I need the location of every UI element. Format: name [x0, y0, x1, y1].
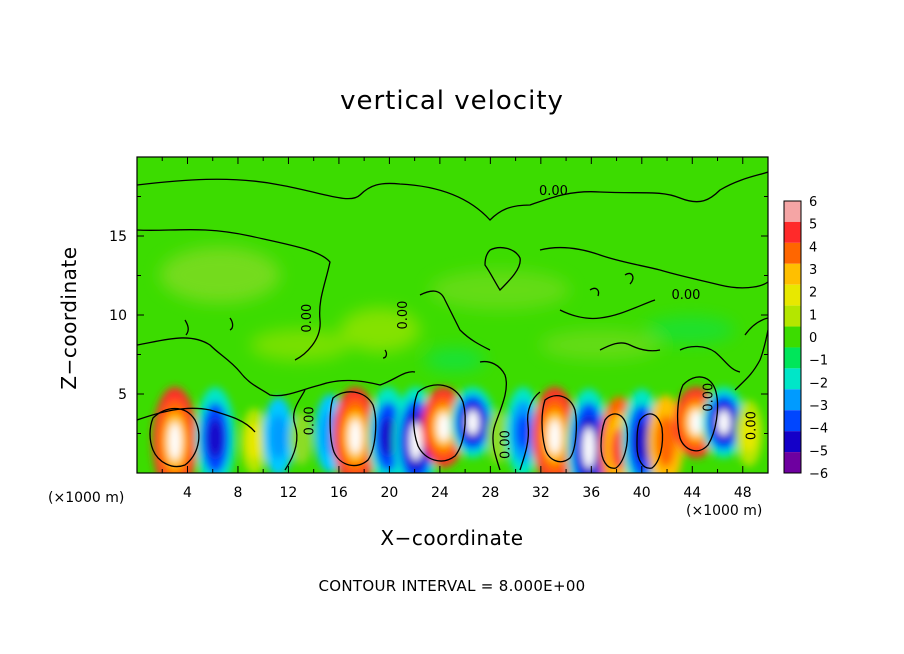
colorbar-swatch [784, 263, 801, 285]
velocity-cell-ring [168, 422, 182, 461]
colorbar-swatch [784, 201, 801, 222]
velocity-cell-ring [207, 418, 224, 459]
contour-label: 0.00 [303, 406, 318, 435]
velocity-cell-ring [269, 414, 288, 459]
velocity-cell-ring [437, 413, 450, 442]
colorbar-label: 2 [809, 286, 817, 301]
x-axis-ticks: 4 8 12 16 20 24 28 32 36 40 44 48 [161, 157, 752, 501]
velocity-cell-ring [582, 427, 596, 469]
x-unit-label-right: (×1000 m) [686, 503, 763, 519]
y-tick-label: 10 [109, 308, 127, 324]
x-tick-label: 36 [582, 485, 600, 501]
x-tick-label: 44 [683, 485, 701, 501]
contour-label: 0.00 [539, 184, 568, 199]
colorbar-swatch [784, 305, 801, 327]
colorbar-label: 3 [809, 263, 817, 278]
y-tick-label: 15 [109, 229, 127, 245]
x-tick-label: 12 [280, 485, 298, 501]
contour-label: 0.00 [671, 288, 700, 303]
colorbar-frame [783, 200, 802, 474]
colorbar-label: −5 [809, 444, 828, 459]
colorbar-swatch [784, 284, 801, 306]
y-axis-ticks: 5 10 15 [109, 196, 768, 434]
colorbar-swatch [784, 410, 801, 432]
velocity-cell-ring [741, 414, 757, 453]
colorbar-swatch [784, 242, 801, 264]
contour-label: 0.00 [744, 411, 759, 440]
colorbar-label: 1 [809, 308, 817, 323]
colorbar-swatch [784, 368, 801, 390]
x-unit-label-left: (×1000 m) [48, 490, 125, 506]
x-tick-label: 4 [183, 485, 192, 501]
colorbar-label: 4 [809, 240, 817, 255]
zero-contours [137, 171, 768, 471]
colorbar-swatch [784, 347, 801, 369]
x-tick-label: 20 [380, 485, 398, 501]
colorbar-swatch [784, 389, 801, 411]
x-tick-label: 28 [481, 485, 499, 501]
x-tick-label: 40 [633, 485, 651, 501]
contour-label: 0.00 [701, 383, 716, 412]
colorbar-swatch [784, 221, 801, 243]
contour-labels: 0.00 0.00 0.00 0.00 0.00 0.00 0.00 0.00 [300, 184, 759, 459]
colorbar: 6 5 4 3 2 1 0 −1 −2 −3 −4 −5 −6 [783, 195, 828, 482]
y-tick-label: 5 [118, 387, 127, 403]
contour-label: 0.00 [498, 430, 513, 459]
velocity-cell-ring [689, 410, 703, 435]
colorbar-swatch [784, 326, 801, 348]
colorbar-label: −6 [809, 467, 828, 482]
contour-label: 0.00 [300, 304, 315, 333]
x-axis-label: X−coordinate [380, 526, 524, 550]
velocity-cell-ring [466, 410, 479, 435]
velocity-cell-ring [380, 417, 397, 457]
velocity-cell-ring [717, 410, 731, 435]
velocity-cell-ring [548, 419, 561, 455]
x-tick-label: 24 [431, 485, 449, 501]
colorbar-swatch [784, 452, 801, 473]
chart-title: vertical velocity [340, 86, 564, 116]
x-tick-label: 48 [734, 485, 752, 501]
plot-field: 0.00 0.00 0.00 0.00 0.00 0.00 0.00 0.00 [137, 157, 768, 473]
colorbar-label: −4 [809, 422, 828, 437]
colorbar-label: −3 [809, 399, 828, 414]
upper-field-shading [160, 247, 735, 372]
x-tick-label: 8 [233, 485, 242, 501]
colorbar-label: 0 [809, 331, 817, 346]
colorbar-swatch [784, 431, 801, 453]
velocity-cell-ring [246, 422, 262, 461]
velocity-cell-ring [349, 419, 362, 455]
velocity-cell-ring [516, 414, 531, 450]
colorbar-label: −1 [809, 354, 828, 369]
contour-interval-note: CONTOUR INTERVAL = 8.000E+00 [318, 577, 586, 595]
colorbar-label: 5 [809, 218, 817, 233]
velocity-cell-ring [486, 410, 510, 464]
velocity-cell-ring [633, 420, 650, 463]
x-tick-label: 16 [330, 485, 348, 501]
x-tick-label: 32 [532, 485, 550, 501]
colorbar-label: −2 [809, 376, 828, 391]
colorbar-label: 6 [809, 195, 817, 210]
contour-label: 0.00 [396, 301, 411, 330]
